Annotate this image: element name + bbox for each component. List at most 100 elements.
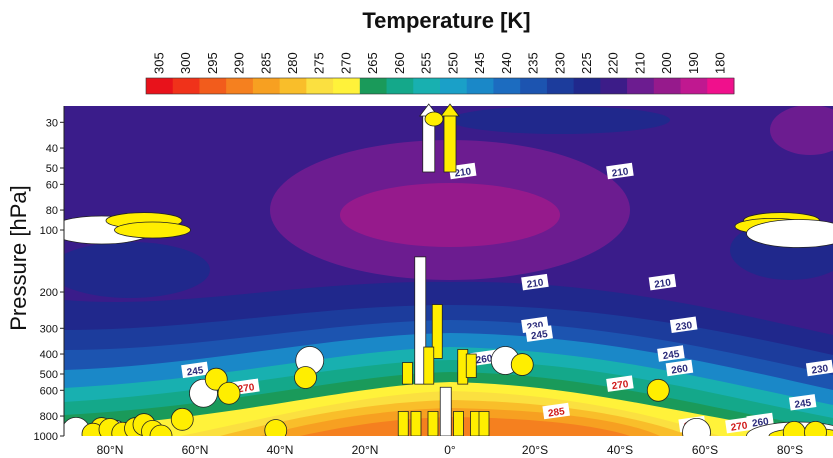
svg-text:245: 245 xyxy=(186,365,204,378)
contour-label: 230 xyxy=(805,359,833,377)
yellow-bar-marker xyxy=(465,353,477,378)
svg-text:245: 245 xyxy=(662,349,680,362)
svg-text:270: 270 xyxy=(730,420,748,433)
y-tick-label: 60 xyxy=(46,179,58,191)
yellow-bar-marker xyxy=(423,346,435,385)
x-tick-label: 40°S xyxy=(607,443,633,457)
colorbar-swatch xyxy=(680,78,708,94)
y-tick-label: 40 xyxy=(46,143,58,155)
yellow-arrow-marker xyxy=(440,103,460,173)
svg-text:210: 210 xyxy=(526,277,544,290)
yellow-bar-marker xyxy=(402,362,413,385)
white-bar-marker xyxy=(439,386,452,436)
svg-text:285: 285 xyxy=(547,406,565,419)
colorbar-label: 300 xyxy=(178,52,193,74)
contour-label: 245 xyxy=(181,361,209,378)
white-ellipse-marker xyxy=(746,219,833,248)
colorbar-swatch xyxy=(172,78,200,94)
colorbar-label: 180 xyxy=(713,52,728,74)
colorbar-label: 190 xyxy=(686,52,701,74)
yellow-circle-marker xyxy=(294,366,317,389)
contour-label: 230 xyxy=(669,316,698,333)
y-tick-label: 300 xyxy=(40,323,58,335)
colorbar-label: 245 xyxy=(472,52,487,74)
contour-label: 270 xyxy=(606,375,634,392)
colorbar-label: 280 xyxy=(285,52,300,74)
contour-label: 285 xyxy=(542,402,570,420)
colorbar-swatch xyxy=(546,78,575,94)
colorbar-label: 220 xyxy=(606,52,621,74)
yellow-bar-marker xyxy=(431,304,443,359)
yellow-ellipse-marker xyxy=(114,221,191,239)
colorbar-label: 285 xyxy=(258,52,273,74)
x-tick-label: 20°S xyxy=(522,443,548,457)
x-tick-label: 80°N xyxy=(97,443,124,457)
colorbar-label: 200 xyxy=(659,52,674,74)
svg-text:210: 210 xyxy=(454,166,472,179)
colorbar-label: 295 xyxy=(205,52,220,74)
colorbar-swatch xyxy=(146,78,174,94)
colorbar-swatch xyxy=(252,78,281,94)
y-tick-label: 800 xyxy=(40,411,58,423)
colorbar-label: 265 xyxy=(365,52,380,74)
yellow-bar-marker xyxy=(478,411,490,436)
contour-label: 210 xyxy=(606,162,634,180)
chart-title: Temperature [K] xyxy=(362,8,531,33)
y-tick-label: 50 xyxy=(46,163,58,175)
colorbar-label: 240 xyxy=(499,52,514,74)
colorbar-label: 210 xyxy=(632,52,647,74)
colorbar-swatch xyxy=(440,78,468,94)
contour-label: 270 xyxy=(725,416,753,434)
colorbar-swatch xyxy=(359,78,388,94)
x-tick-label: 80°S xyxy=(777,443,803,457)
colorbar-swatch xyxy=(600,78,628,94)
y-axis-label: Pressure [hPa] xyxy=(6,185,31,331)
svg-text:230: 230 xyxy=(675,320,693,333)
yellow-circle-marker xyxy=(804,420,827,436)
colorbar-swatch xyxy=(333,78,361,94)
y-tick-label: 100 xyxy=(40,225,58,237)
colorbar-label: 270 xyxy=(338,52,353,74)
x-tick-label: 40°N xyxy=(267,443,294,457)
white-circle-marker xyxy=(682,417,711,436)
yellow-circle-marker xyxy=(510,353,534,376)
yellow-circle-marker xyxy=(149,424,173,436)
svg-text:260: 260 xyxy=(475,353,493,366)
svg-text:260: 260 xyxy=(671,363,689,376)
svg-text:230: 230 xyxy=(811,363,829,376)
x-axis: 80°N 60°N 40°N 20°N 0° 20°S 40°S 60°S 80°S xyxy=(97,443,803,457)
colorbar-label: 250 xyxy=(445,52,460,74)
colorbar-label: 225 xyxy=(579,52,594,74)
colorbar-swatch xyxy=(306,78,334,94)
contour-label: 245 xyxy=(525,325,553,342)
x-tick-label: 20°N xyxy=(352,443,379,457)
y-tick-label: 400 xyxy=(40,349,58,361)
contour-label: 260 xyxy=(665,359,694,377)
yellow-circle-marker xyxy=(424,111,444,127)
yellow-circle-marker xyxy=(264,419,288,436)
y-tick-label: 200 xyxy=(40,287,58,299)
x-tick-label: 0° xyxy=(444,443,456,457)
contour-label: 245 xyxy=(657,345,685,362)
svg-text:245: 245 xyxy=(530,329,548,342)
temperature-field xyxy=(64,106,833,436)
colorbar-label: 230 xyxy=(552,52,567,74)
colorbar-swatch xyxy=(707,78,735,94)
colorbar: 305 300 295 290 285 280 275 270 265 260 255 250 245 2… xyxy=(145,52,735,95)
svg-text:270: 270 xyxy=(237,382,255,395)
colorbar-label: 275 xyxy=(312,52,327,74)
colorbar-swatch xyxy=(573,78,601,94)
colorbar-swatch xyxy=(279,78,307,94)
colorbar-label: 255 xyxy=(419,52,434,74)
y-tick-label: 30 xyxy=(46,117,58,129)
yellow-bar-marker xyxy=(397,411,409,436)
contour-label: 210 xyxy=(521,273,549,291)
contour-label: 260 xyxy=(470,349,498,366)
colorbar-label: 305 xyxy=(151,52,166,74)
colorbar-label: 290 xyxy=(232,52,247,74)
y-tick-label: 80 xyxy=(46,205,58,217)
colorbar-swatch xyxy=(520,78,548,94)
colorbar-swatch xyxy=(627,78,655,94)
colorbar-swatch xyxy=(386,78,414,94)
